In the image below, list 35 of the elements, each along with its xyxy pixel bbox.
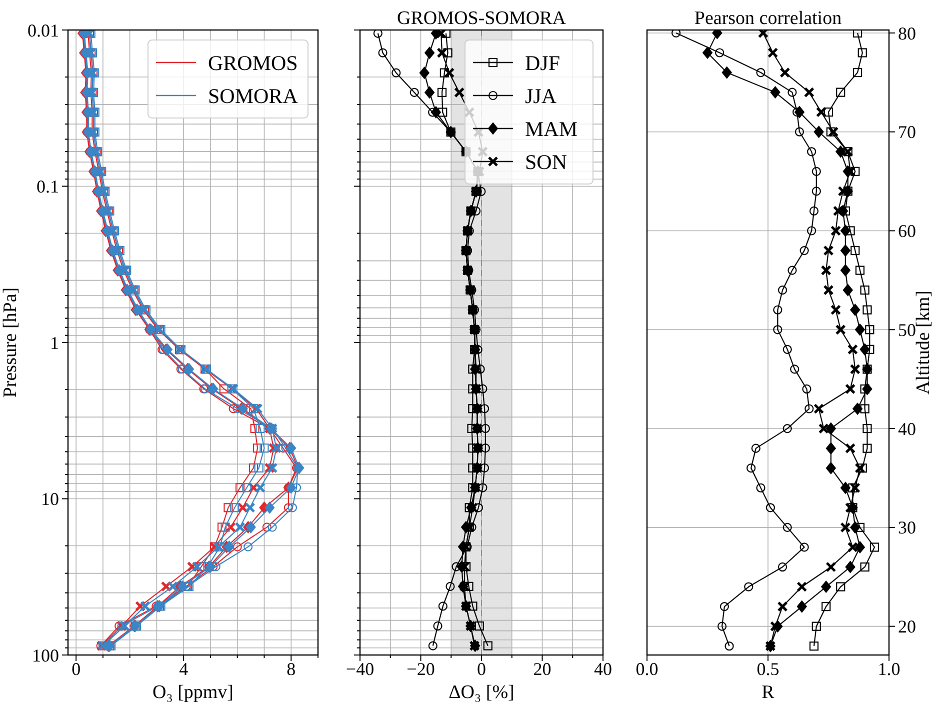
legend-label: MAM <box>525 116 578 141</box>
x-tick-label: 8 <box>286 659 296 679</box>
y2-tick-label: 20 <box>898 616 916 637</box>
y-tick-label: 0.01 <box>28 20 59 40</box>
x-axis-title: R <box>762 682 775 703</box>
y-tick-label: 0.1 <box>36 176 59 197</box>
x-tick-label: 4 <box>179 659 188 679</box>
x-tick-label: 1.0 <box>878 659 900 679</box>
legend-label: SON <box>525 150 568 174</box>
x-tick-label: 20 <box>533 659 552 679</box>
chart-title: Pearson correlation <box>694 8 842 29</box>
x-tick-label: 0 <box>72 659 81 679</box>
x-tick-label: −20 <box>406 659 435 679</box>
y2-tick-label: 50 <box>898 320 916 340</box>
y2-tick-label: 30 <box>898 518 916 538</box>
x-tick-label: 0.0 <box>636 659 658 679</box>
y-tick-label: 1 <box>50 332 59 353</box>
legend-label: JJA <box>525 84 558 108</box>
x-axis-title: ΔO₃ [%] <box>448 682 514 703</box>
y2-tick-label: 40 <box>898 418 916 439</box>
legend-label: DJF <box>525 50 560 75</box>
x-tick-label: 40 <box>594 659 612 679</box>
legend-label: GROMOS <box>208 50 298 75</box>
y-tick-label: 100 <box>32 645 59 666</box>
x-tick-label: 0 <box>477 659 486 679</box>
x-tick-label: −40 <box>346 659 374 679</box>
legend-label: SOMORA <box>208 84 299 108</box>
x-axis-title: O₃ [ppmv] <box>152 682 234 703</box>
chart-title: GROMOS-SOMORA <box>397 8 566 29</box>
y-tick-label: 10 <box>41 489 59 510</box>
y-axis-title: Pressure [hPa] <box>0 287 21 398</box>
y2-tick-label: 60 <box>898 221 916 242</box>
y2-tick-label: 70 <box>898 122 916 142</box>
y2-tick-label: 80 <box>898 23 916 44</box>
x-tick-label: 0.5 <box>756 659 780 679</box>
